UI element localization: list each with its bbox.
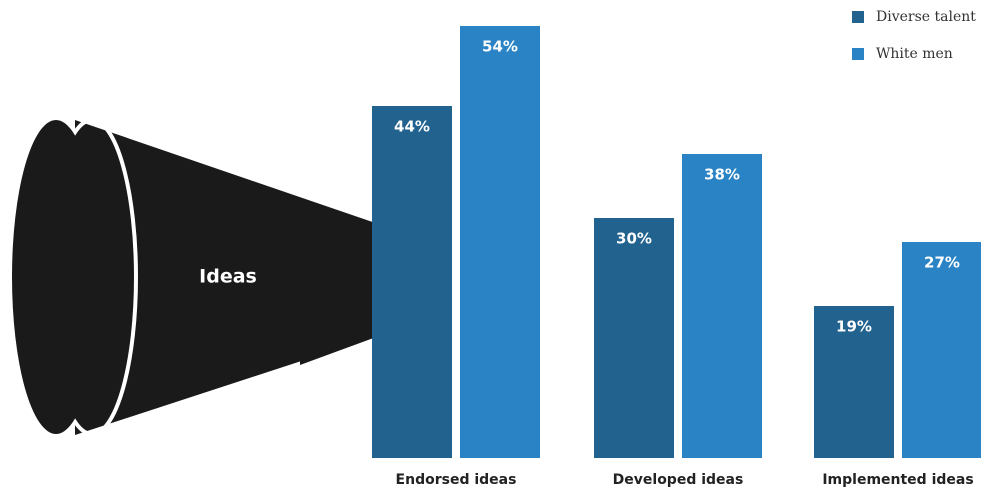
legend-swatch — [852, 48, 864, 60]
data-label: 54% — [482, 38, 518, 56]
bar — [902, 242, 981, 458]
bar — [682, 154, 762, 458]
x-tick-label: Endorsed ideas — [396, 472, 517, 488]
data-label: 19% — [836, 318, 872, 336]
bar — [372, 106, 452, 458]
data-label: 27% — [924, 254, 960, 272]
data-label: 44% — [394, 118, 430, 136]
x-tick-label: Developed ideas — [613, 472, 744, 488]
x-tick-label: Implemented ideas — [822, 472, 973, 488]
data-label: 30% — [616, 230, 652, 248]
legend-label: Diverse talent — [876, 9, 976, 25]
bar — [460, 26, 540, 458]
legend-label: White men — [876, 46, 953, 62]
data-label: 38% — [704, 166, 740, 184]
bar — [814, 306, 894, 458]
annotation: Ideas — [199, 266, 257, 288]
bar — [594, 218, 674, 458]
megaphone-cone-tip — [300, 200, 390, 365]
legend-swatch — [852, 11, 864, 23]
megaphone-mouth — [12, 120, 100, 434]
